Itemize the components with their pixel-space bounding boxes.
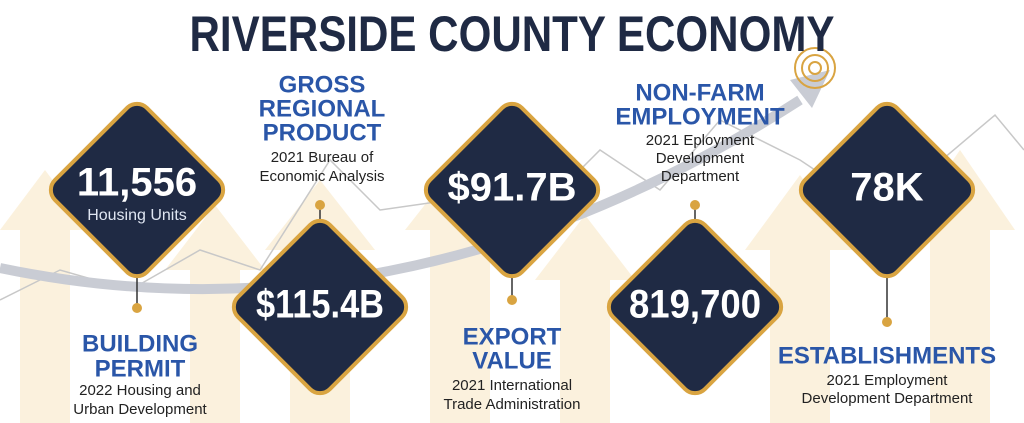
stat-heading: VALUE: [472, 347, 552, 374]
stat-heading: NON-FARM: [635, 79, 764, 106]
stat-heading: BUILDING: [82, 330, 198, 357]
stat-heading: PERMIT: [95, 355, 186, 382]
stat-heading: ESTABLISHMENTS: [778, 342, 996, 369]
stat-heading: EMPLOYMENT: [615, 103, 785, 130]
stat-source: Development Department: [802, 390, 974, 407]
stat-value: 78K: [850, 166, 923, 210]
stat-source: Economic Analysis: [259, 168, 384, 185]
stat-source: 2021 Eployment: [646, 132, 755, 149]
diamond: [423, 101, 601, 279]
stat-source: 2021 Employment: [827, 372, 949, 389]
diamond: [48, 101, 226, 279]
stat-heading: GROSS: [279, 71, 366, 98]
target-icon: [794, 47, 836, 89]
connector-dot: [507, 295, 517, 305]
diamond: [798, 101, 976, 279]
stat-source: 2022 Housing and: [79, 382, 201, 399]
diamond: [231, 218, 409, 396]
stat-heading: EXPORT: [463, 323, 562, 350]
stat-value: 11,556: [77, 161, 197, 205]
stat-value: $115.4B: [256, 283, 384, 327]
stat-heading: REGIONAL: [259, 95, 386, 122]
stat-heading: PRODUCT: [263, 119, 382, 146]
stat-unit: Housing Units: [87, 207, 187, 224]
connector-dot: [690, 200, 700, 210]
title: RIVERSIDE COUNTY ECONOMY: [190, 6, 835, 62]
connector-dot: [315, 200, 325, 210]
stat-source: 2021 International: [452, 377, 572, 394]
stat-value: $91.7B: [448, 166, 577, 210]
stat-source: Trade Administration: [443, 396, 580, 413]
connector-dot: [882, 317, 892, 327]
stat-source: 2021 Bureau of: [271, 149, 374, 166]
diamond: [606, 218, 784, 396]
stat-source: Development: [656, 150, 745, 167]
stat-source: Urban Development: [73, 401, 207, 418]
background-curve-arrow: [0, 95, 803, 295]
connector-dot: [132, 303, 142, 313]
stat-value: 819,700: [629, 283, 761, 327]
stat-source: Department: [661, 168, 740, 185]
